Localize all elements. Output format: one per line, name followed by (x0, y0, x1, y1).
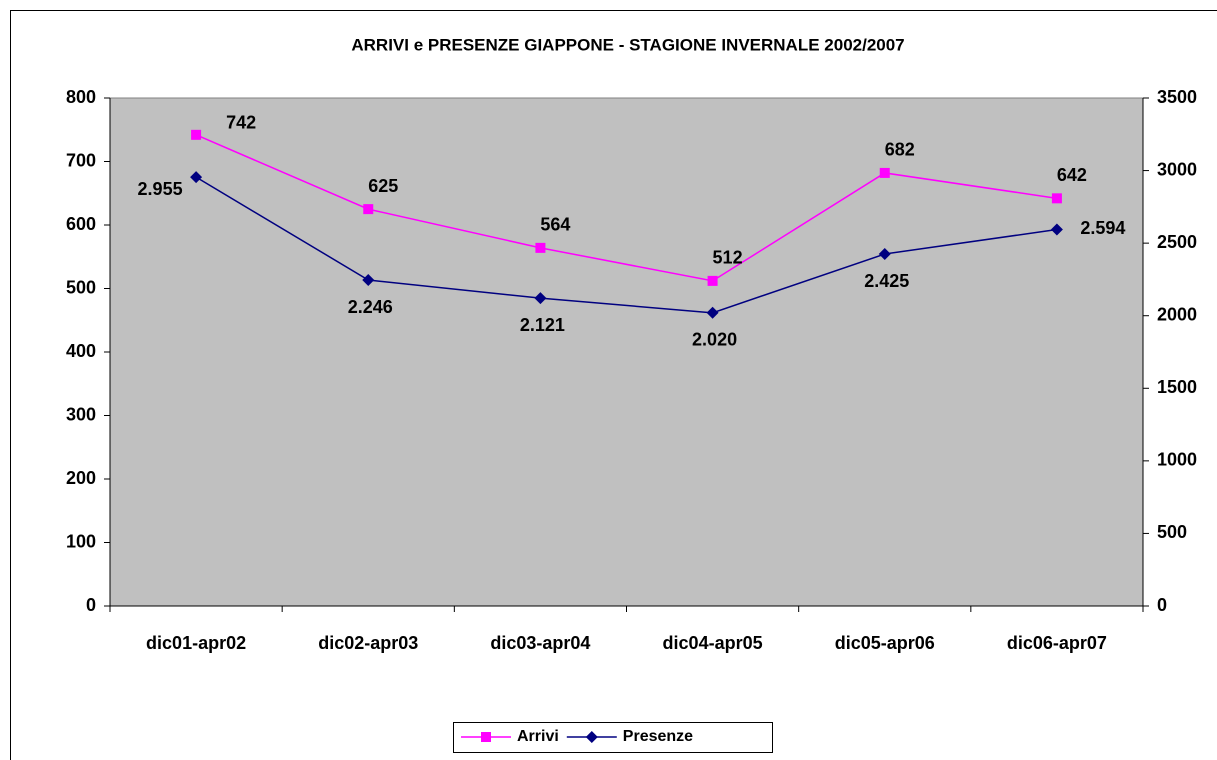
data-label: 625 (368, 176, 398, 196)
y-tick-label: 600 (66, 214, 96, 234)
y2-tick-label: 1000 (1157, 450, 1197, 470)
x-tick-label: dic04-apr05 (663, 633, 763, 653)
y-tick-label: 300 (66, 404, 96, 424)
x-tick-label: dic06-apr07 (1007, 633, 1107, 653)
y2-tick-label: 3500 (1157, 87, 1197, 107)
data-point (363, 204, 374, 215)
legend-marker (481, 732, 491, 742)
data-point (1051, 193, 1062, 204)
data-point (362, 274, 375, 287)
chart-title: ARRIVI e PRESENZE GIAPPONE - STAGIONE IN… (351, 35, 904, 54)
data-label: 2.121 (520, 315, 565, 335)
y2-tick-label: 0 (1157, 595, 1167, 615)
data-label: 2.246 (348, 297, 393, 317)
data-point (878, 248, 891, 261)
data-label: 2.594 (1080, 218, 1125, 238)
x-tick-label: dic03-apr04 (490, 633, 590, 653)
data-label: 564 (540, 215, 570, 235)
plot-area (109, 97, 1144, 607)
data-label: 2.020 (692, 330, 737, 350)
data-point (191, 129, 202, 140)
data-label: 512 (713, 248, 743, 268)
y-tick-label: 400 (66, 341, 96, 361)
y-tick-label: 200 (66, 468, 96, 488)
y2-tick-label: 1500 (1157, 377, 1197, 397)
legend-label: Arrivi (517, 728, 559, 745)
y-tick-label: 500 (66, 277, 96, 297)
y-tick-label: 100 (66, 531, 96, 551)
data-point (707, 275, 718, 286)
data-point (535, 242, 546, 253)
y-tick-label: 800 (66, 87, 96, 107)
y-tick-label: 700 (66, 150, 96, 170)
data-point (190, 171, 203, 184)
data-label: 642 (1057, 165, 1087, 185)
legend-marker (585, 731, 598, 743)
x-tick-label: dic05-apr06 (835, 633, 935, 653)
y-tick-label: 0 (86, 595, 96, 615)
legend: Arrivi Presenze (453, 722, 773, 753)
x-tick-label: dic01-apr02 (146, 633, 246, 653)
data-label: 2.955 (138, 179, 183, 199)
y2-tick-label: 3000 (1157, 159, 1197, 179)
data-label: 2.425 (864, 271, 909, 291)
y2-tick-label: 500 (1157, 522, 1187, 542)
data-point (706, 306, 719, 319)
legend-label: Presenze (623, 728, 693, 745)
data-point (1050, 223, 1063, 236)
data-label: 682 (885, 140, 915, 160)
y2-tick-label: 2000 (1157, 304, 1197, 324)
y2-tick-label: 2500 (1157, 232, 1197, 252)
series-line (195, 176, 1058, 314)
data-point (879, 167, 890, 178)
series-line (195, 134, 1058, 282)
data-point (534, 292, 547, 305)
data-label: 742 (226, 113, 256, 133)
x-tick-label: dic02-apr03 (318, 633, 418, 653)
